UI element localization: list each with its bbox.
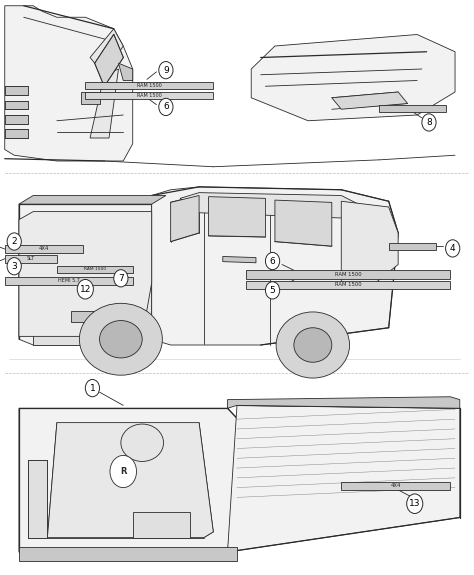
Polygon shape — [341, 201, 398, 288]
Polygon shape — [95, 34, 123, 86]
Polygon shape — [223, 256, 256, 263]
Text: 4X4: 4X4 — [39, 247, 49, 251]
Polygon shape — [90, 29, 123, 75]
Polygon shape — [28, 460, 47, 538]
Polygon shape — [152, 187, 398, 345]
Polygon shape — [5, 115, 28, 124]
Circle shape — [159, 62, 173, 79]
Polygon shape — [209, 197, 265, 237]
Polygon shape — [19, 547, 237, 561]
Circle shape — [85, 380, 100, 397]
Text: 5: 5 — [270, 286, 275, 295]
Polygon shape — [228, 397, 460, 408]
Circle shape — [110, 455, 137, 488]
Polygon shape — [85, 82, 213, 89]
Text: R: R — [120, 467, 127, 476]
Polygon shape — [251, 34, 455, 121]
Polygon shape — [71, 310, 100, 322]
Circle shape — [407, 494, 423, 513]
Polygon shape — [332, 92, 408, 109]
Circle shape — [77, 279, 93, 299]
Text: 13: 13 — [409, 499, 420, 508]
Ellipse shape — [276, 312, 350, 378]
Text: 2: 2 — [11, 237, 17, 246]
Polygon shape — [19, 204, 152, 345]
Text: 6: 6 — [270, 256, 275, 266]
Polygon shape — [81, 92, 100, 104]
Circle shape — [7, 233, 21, 250]
Polygon shape — [90, 69, 118, 138]
Circle shape — [114, 270, 128, 287]
Polygon shape — [133, 512, 190, 538]
Text: 9: 9 — [163, 66, 169, 75]
Polygon shape — [5, 86, 28, 95]
Text: 4X4: 4X4 — [391, 484, 401, 488]
Polygon shape — [5, 6, 133, 161]
Polygon shape — [5, 277, 133, 285]
Ellipse shape — [121, 424, 164, 461]
Polygon shape — [180, 193, 370, 218]
Polygon shape — [57, 266, 133, 273]
Polygon shape — [19, 408, 246, 552]
Text: 3: 3 — [11, 262, 17, 271]
Polygon shape — [85, 92, 213, 99]
Text: RAM 1500: RAM 1500 — [335, 272, 362, 277]
Text: RAM 1500: RAM 1500 — [137, 83, 162, 88]
Text: RAM 1500: RAM 1500 — [137, 93, 162, 98]
Polygon shape — [47, 423, 213, 538]
Circle shape — [446, 240, 460, 257]
Ellipse shape — [100, 321, 142, 358]
Polygon shape — [118, 63, 133, 80]
Circle shape — [159, 98, 173, 116]
Circle shape — [265, 252, 280, 270]
Polygon shape — [5, 101, 28, 109]
Ellipse shape — [294, 328, 332, 362]
Polygon shape — [275, 200, 332, 246]
Text: 7: 7 — [118, 274, 124, 283]
Polygon shape — [5, 129, 28, 138]
Text: SLT: SLT — [27, 256, 35, 261]
Polygon shape — [389, 243, 436, 250]
Text: 8: 8 — [426, 118, 432, 127]
Polygon shape — [171, 196, 199, 241]
Polygon shape — [19, 212, 152, 336]
Circle shape — [7, 258, 21, 275]
Text: 4: 4 — [450, 244, 456, 253]
Polygon shape — [341, 482, 450, 490]
Text: 6: 6 — [163, 102, 169, 112]
Text: 12: 12 — [80, 285, 91, 294]
Polygon shape — [246, 270, 450, 279]
Polygon shape — [33, 328, 152, 345]
Polygon shape — [19, 196, 166, 204]
Circle shape — [422, 114, 436, 131]
Text: HEMI 5.7: HEMI 5.7 — [58, 278, 80, 283]
Circle shape — [265, 282, 280, 299]
Polygon shape — [28, 218, 152, 328]
Polygon shape — [5, 255, 57, 263]
Polygon shape — [228, 405, 460, 552]
Polygon shape — [246, 281, 450, 289]
Text: RAM 1500: RAM 1500 — [335, 282, 362, 288]
Polygon shape — [5, 245, 83, 253]
Text: 1: 1 — [90, 384, 95, 393]
Text: RAM 1500: RAM 1500 — [84, 267, 106, 271]
Polygon shape — [379, 105, 446, 112]
Ellipse shape — [80, 304, 162, 375]
